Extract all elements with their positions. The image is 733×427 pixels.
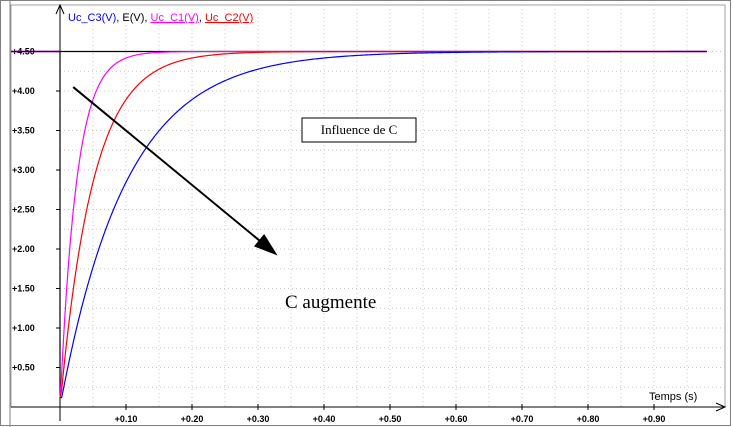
x-tick-label: +0.90 (643, 414, 666, 424)
x-tick-label: +0.80 (577, 414, 600, 424)
y-tick-label: +1.00 (12, 323, 35, 333)
series-lines (11, 50, 707, 399)
trend-arrow-shaft (72, 86, 276, 254)
x-tick-label: +0.20 (181, 414, 204, 424)
x-tick-label: +0.30 (247, 414, 270, 424)
legend-entry: E(V) (122, 12, 144, 24)
trend-arrow-head (253, 234, 278, 256)
legend-entry: Uc_C2(V) (205, 12, 253, 24)
x-axis-arrowhead (715, 402, 727, 412)
trend-arrow-label: C augmente (285, 292, 376, 313)
y-axis-arrowhead (55, 3, 65, 15)
legend-separator: , (144, 12, 150, 24)
annotation-box-text: Influence de C (321, 122, 398, 137)
y-tick-label: +3.50 (12, 126, 35, 136)
y-tick-label: +1.50 (12, 284, 35, 294)
legend-entry: Uc_C1(V) (151, 12, 199, 24)
legend: Uc_C3(V), E(V), Uc_C1(V), Uc_C2(V) (68, 12, 253, 24)
annotation-box (301, 117, 417, 143)
x-axis-label: Temps (s) (649, 391, 697, 403)
legend-separator: , (116, 12, 122, 24)
x-tick-label: +0.40 (313, 414, 336, 424)
y-tick-label: +0.50 (12, 363, 35, 373)
x-tick-label: +0.10 (115, 414, 138, 424)
y-tick-label: +2.50 (12, 205, 35, 215)
y-tick-label: +3.00 (12, 165, 35, 175)
x-tick-label: +0.60 (445, 414, 468, 424)
x-tick-label: +0.70 (511, 414, 534, 424)
legend-entry: Uc_C3(V) (68, 12, 116, 24)
trend-arrow (72, 86, 278, 256)
series-line-uc-c3-v- (11, 50, 707, 399)
y-tick-label: +2.00 (12, 244, 35, 254)
legend-separator: , (199, 12, 205, 24)
x-tick-labels: +0.10 +0.20 +0.30 +0.40 +0.50 +0.60 +0.70 +0.80… (115, 404, 666, 424)
y-tick-label: +4.00 (12, 86, 35, 96)
x-tick-label: +0.50 (379, 414, 402, 424)
